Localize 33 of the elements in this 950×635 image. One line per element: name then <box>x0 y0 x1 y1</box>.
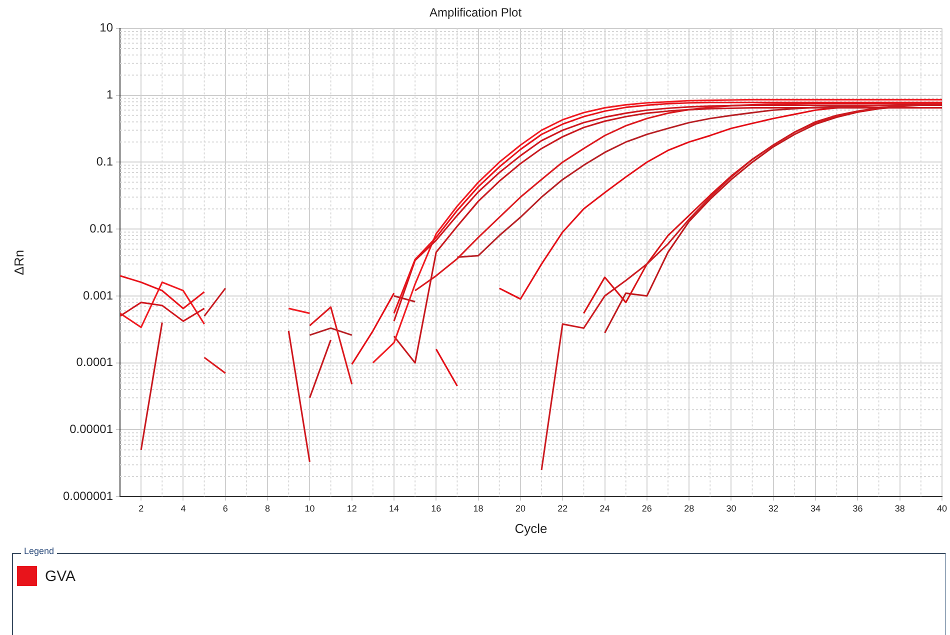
x-tick-label: 34 <box>810 503 821 514</box>
x-tick-label: 16 <box>431 503 442 514</box>
x-tick-label: 28 <box>684 503 694 514</box>
x-tick-label: 10 <box>304 503 315 514</box>
chart-title: Amplification Plot <box>429 6 522 20</box>
x-tick-label: 38 <box>894 503 905 514</box>
x-tick-label: 26 <box>642 503 652 514</box>
x-tick-label: 6 <box>222 503 228 514</box>
y-tick-label: 1 <box>106 88 114 102</box>
x-tick-label: 14 <box>388 503 400 514</box>
x-axis-title: Cycle <box>514 520 548 536</box>
x-tick-label: 12 <box>346 503 357 514</box>
y-tick-label: 10 <box>100 20 114 35</box>
x-tick-label: 2 <box>138 503 144 514</box>
y-tick-label: 0.00001 <box>70 422 114 436</box>
x-tick-label: 18 <box>473 503 484 514</box>
x-tick-label: 40 <box>936 503 947 514</box>
x-tick-label: 32 <box>768 503 778 514</box>
y-axis-title: ΔRn <box>11 250 26 276</box>
x-tick-label: 36 <box>852 503 863 514</box>
legend-title: Legend <box>21 546 58 556</box>
x-tick-label: 22 <box>558 503 568 514</box>
x-tick-label: 8 <box>265 503 270 514</box>
y-tick-label: 0.001 <box>82 288 114 302</box>
y-tick-label: 0.01 <box>90 221 114 236</box>
y-tick-label: 0.000001 <box>62 488 114 503</box>
x-tick-label: 4 <box>180 503 186 514</box>
x-tick-label: 24 <box>600 503 610 514</box>
x-tick-label: 20 <box>515 503 526 514</box>
x-tick-label: 30 <box>726 503 736 514</box>
y-tick-label: 0.1 <box>96 154 114 168</box>
legend-label: GVA <box>45 568 76 584</box>
y-tick-label: 0.0001 <box>76 355 114 370</box>
